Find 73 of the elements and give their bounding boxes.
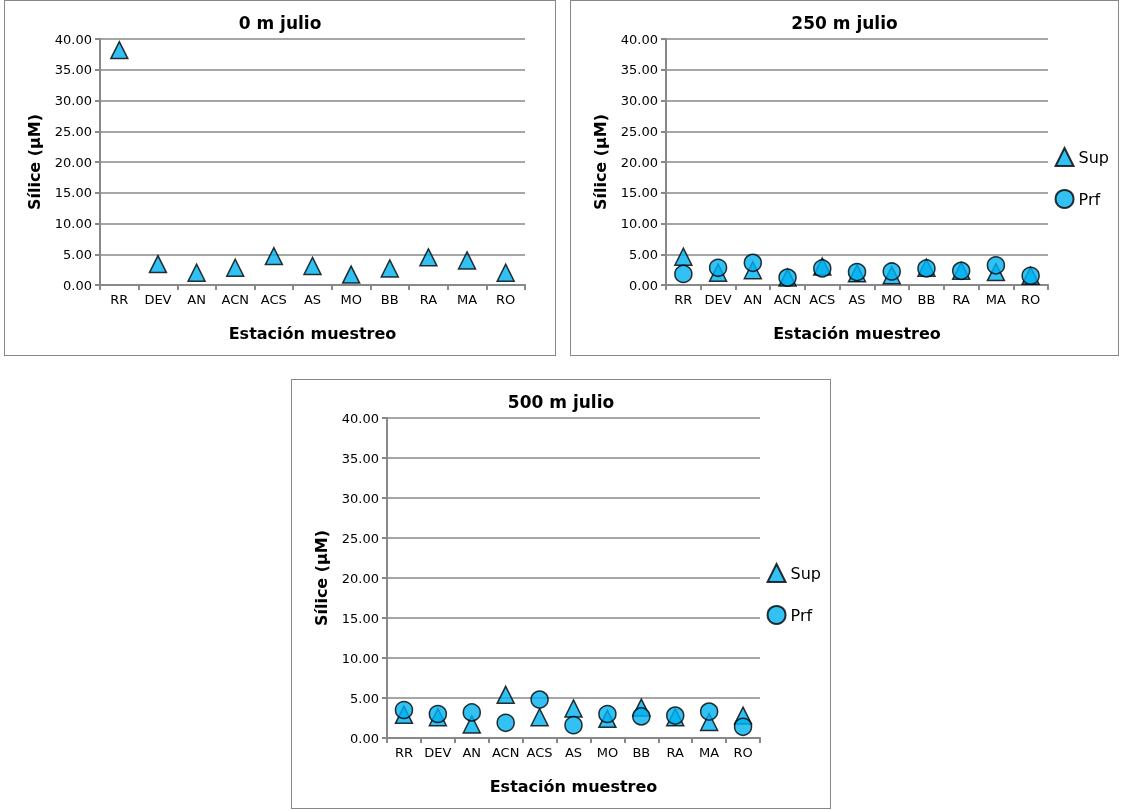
x-tick-label: ACS bbox=[526, 745, 553, 760]
x-tick-label: DEV bbox=[424, 745, 452, 760]
x-tick-label: MA bbox=[699, 745, 720, 760]
y-tick-label: 40.00 bbox=[341, 410, 379, 426]
x-tick-label: BB bbox=[632, 745, 651, 760]
y-tick-label: 35.00 bbox=[620, 62, 658, 78]
x-axis-title: Estación muestreo bbox=[489, 776, 658, 796]
x-axis-title: Estación muestreo bbox=[228, 323, 397, 343]
y-tick-label: 15.00 bbox=[54, 185, 92, 201]
x-tick-label: RA bbox=[419, 292, 438, 307]
x-tick-label: AS bbox=[848, 292, 866, 307]
x-tick-label: ACN bbox=[221, 292, 249, 307]
y-tick-label: 25.00 bbox=[341, 530, 379, 546]
y-tick-label: 35.00 bbox=[341, 450, 379, 466]
y-tick-label: 0.00 bbox=[63, 277, 92, 293]
x-tick-label: RO bbox=[496, 292, 516, 307]
y-tick-label: 15.00 bbox=[620, 185, 658, 201]
y-tick-label: 10.00 bbox=[54, 216, 92, 231]
x-tick-label: MA bbox=[456, 292, 478, 307]
chart-title: 500 m julio bbox=[507, 391, 615, 412]
x-tick-label: ACN bbox=[773, 292, 802, 307]
legend-label: Prf bbox=[790, 605, 813, 625]
x-tick-label: RR bbox=[110, 292, 129, 307]
y-tick-label: 40.00 bbox=[620, 31, 658, 47]
y-tick-label: 0.00 bbox=[350, 730, 379, 746]
legend-label: Prf bbox=[1078, 189, 1101, 209]
y-tick-label: 20.00 bbox=[620, 154, 658, 170]
y-tick-label: 10.00 bbox=[620, 216, 658, 231]
x-tick-label: AS bbox=[303, 292, 322, 307]
y-tick-label: 25.00 bbox=[620, 123, 658, 139]
x-tick-label: AS bbox=[564, 745, 583, 760]
chart-title: 0 m julio bbox=[238, 12, 322, 33]
y-tick-label: 5.00 bbox=[629, 246, 658, 262]
x-tick-label: BB bbox=[380, 292, 399, 307]
y-tick-label: 20.00 bbox=[341, 570, 379, 586]
x-tick-label: AN bbox=[187, 292, 206, 307]
x-tick-label: DEV bbox=[704, 292, 732, 307]
x-tick-label: RA bbox=[666, 745, 685, 760]
y-tick-label: 40.00 bbox=[54, 31, 92, 47]
x-tick-label: AN bbox=[743, 292, 763, 307]
y-tick-label: 30.00 bbox=[620, 93, 658, 108]
x-tick-label: MO bbox=[340, 292, 362, 307]
x-tick-label: ACN bbox=[491, 745, 520, 760]
y-tick-label: 15.00 bbox=[341, 610, 379, 626]
y-tick-label: 25.00 bbox=[54, 123, 92, 139]
y-tick-label: 20.00 bbox=[54, 154, 92, 170]
y-tick-label: 35.00 bbox=[54, 62, 92, 78]
x-tick-label: DEV bbox=[144, 292, 172, 307]
x-tick-label: RR bbox=[394, 745, 413, 760]
x-tick-label: RO bbox=[1021, 292, 1041, 307]
x-tick-label: BB bbox=[917, 292, 936, 307]
x-tick-label: MO bbox=[596, 745, 619, 760]
y-tick-label: 5.00 bbox=[63, 246, 92, 262]
y-axis-title: Sílice (µM) bbox=[590, 113, 610, 211]
y-axis-title: Sílice (µM) bbox=[24, 113, 44, 211]
x-tick-label: MO bbox=[881, 292, 903, 307]
y-tick-label: 5.00 bbox=[350, 690, 379, 706]
x-tick-label: MA bbox=[985, 292, 1007, 307]
x-tick-label: RO bbox=[733, 745, 753, 760]
x-tick-label: RR bbox=[674, 292, 693, 307]
y-tick-label: 30.00 bbox=[341, 490, 379, 506]
x-tick-label: AN bbox=[462, 745, 482, 760]
legend-label: Sup bbox=[790, 563, 821, 583]
y-tick-label: 0.00 bbox=[629, 277, 658, 293]
chart-title: 250 m julio bbox=[791, 12, 898, 33]
legend-label: Sup bbox=[1078, 147, 1109, 167]
x-tick-label: ACS bbox=[260, 292, 287, 307]
y-axis-title: Sílice (µM) bbox=[311, 529, 331, 627]
x-axis-title: Estación muestreo bbox=[773, 323, 941, 343]
y-tick-label: 10.00 bbox=[341, 650, 379, 666]
x-tick-label: ACS bbox=[809, 292, 836, 307]
x-tick-label: RA bbox=[952, 292, 970, 307]
y-tick-label: 30.00 bbox=[54, 93, 92, 108]
